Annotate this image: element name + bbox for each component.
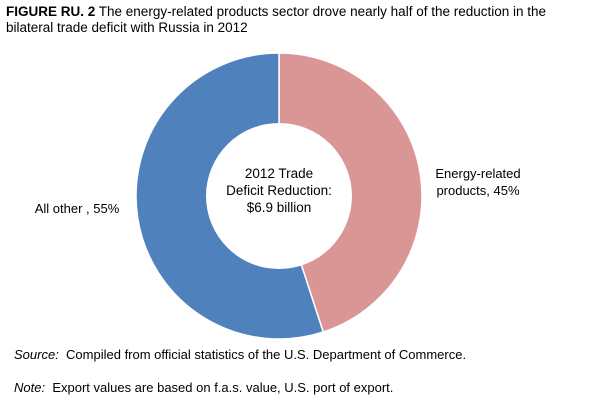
source-prefix: Source: (14, 347, 59, 362)
figure-title: FIGURE RU. 2 The energy-related products… (6, 4, 584, 36)
source-text: Compiled from official statistics of the… (66, 347, 467, 362)
note-text: Export values are based on f.a.s. value,… (52, 380, 394, 395)
figure-title-text: The energy-related products sector drove… (6, 4, 547, 35)
slice-labels-group: Energy-related products, 45% All other , 5… (35, 166, 521, 216)
center-label-group: 2012 Trade Deficit Reduction: $6.9 billion (226, 166, 332, 215)
donut-hole (206, 123, 352, 269)
source-note: Source: Compiled from official statistic… (14, 347, 466, 362)
note: Note: Export values are based on f.a.s. … (14, 380, 393, 395)
figure-label: FIGURE RU. 2 (6, 4, 96, 19)
note-prefix: Note: (14, 380, 46, 395)
slice-label-energy-related-products: Energy-related products, 45% (435, 166, 520, 198)
center-label: 2012 Trade Deficit Reduction: $6.9 billion (226, 166, 332, 215)
slice-label-all-other: All other , 55% (35, 201, 120, 216)
